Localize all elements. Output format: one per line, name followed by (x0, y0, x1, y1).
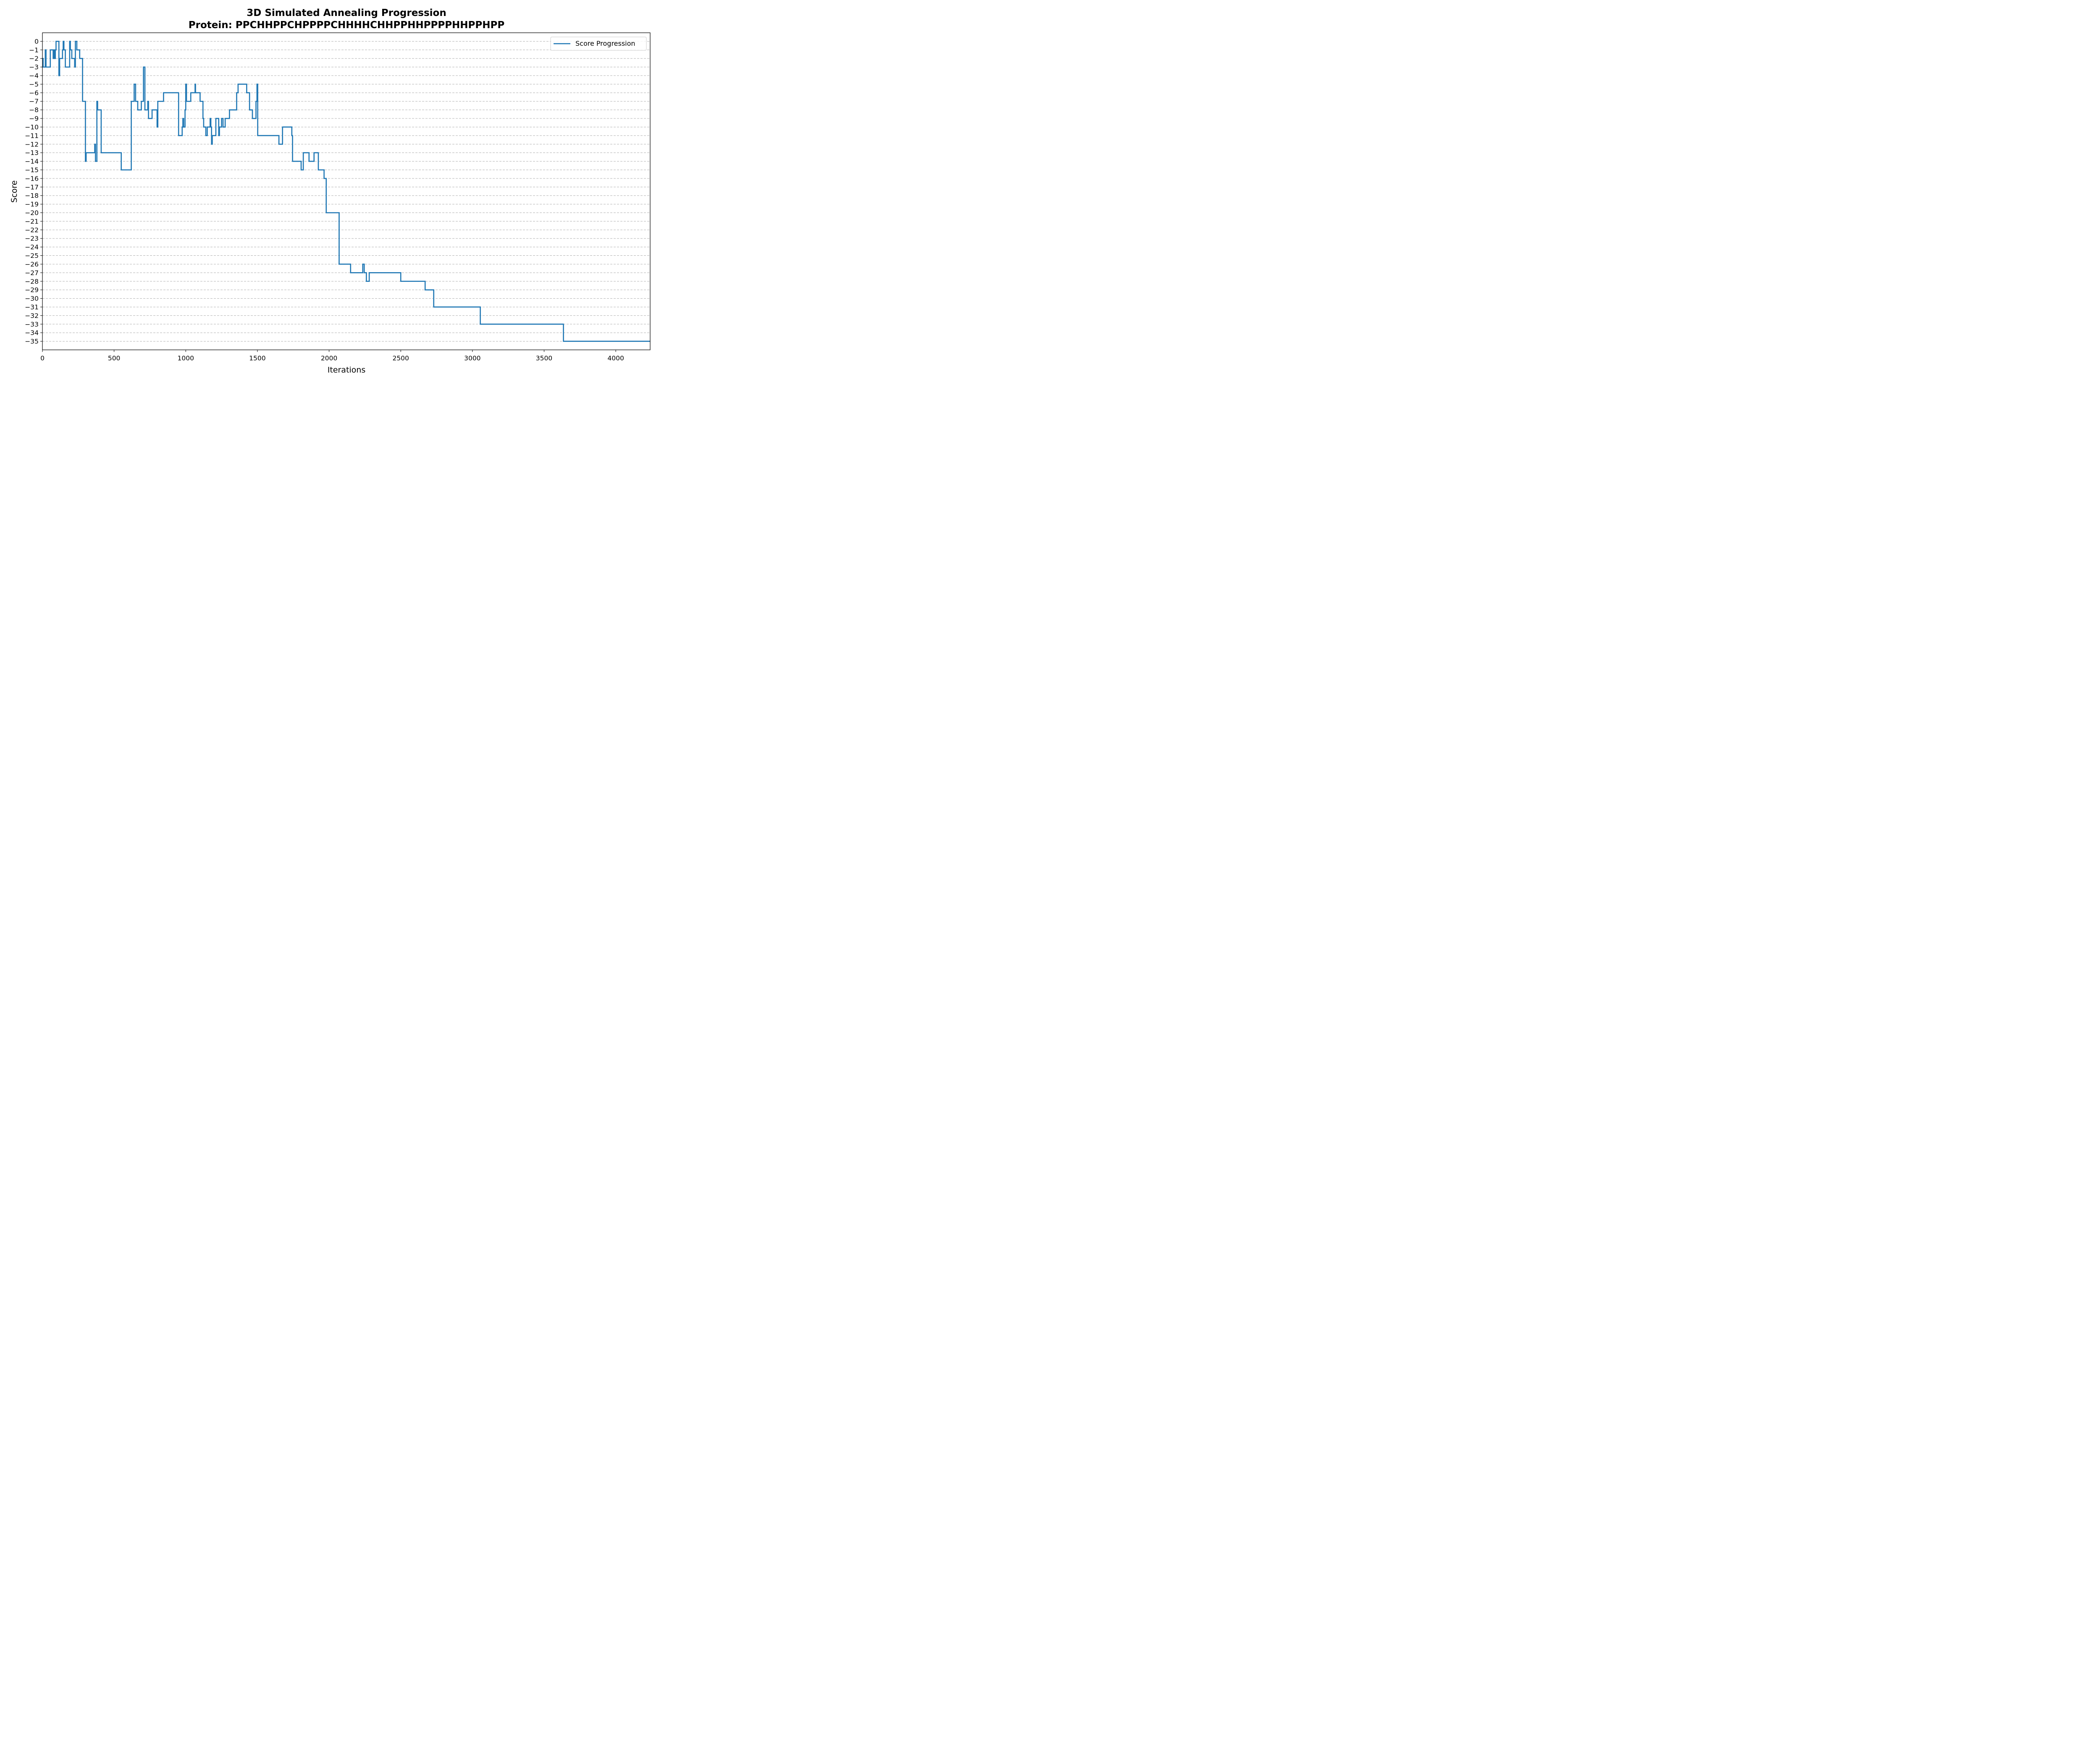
legend: Score Progression (550, 37, 647, 51)
y-tick-label: −11 (25, 132, 39, 139)
y-tick-label: −12 (25, 141, 39, 148)
plot-frame (42, 32, 651, 350)
x-tick-label: 500 (108, 354, 121, 362)
y-tick-label: −9 (29, 115, 39, 123)
x-tick-label: 3500 (536, 354, 552, 362)
chart-title: 3D Simulated Annealing Progression (247, 8, 446, 18)
x-axis-ticks: 0 500 1000 1500 2000 2500 3000 3500 4000 (40, 350, 624, 362)
y-tick-label: −24 (25, 244, 39, 251)
y-tick-label: −13 (25, 149, 39, 157)
y-tick-label: −34 (25, 329, 39, 337)
y-tick-label: −23 (25, 235, 39, 242)
x-tick-label: 2500 (392, 354, 409, 362)
chart-figure: 3D Simulated Annealing Progression Prote… (10, 8, 651, 375)
y-tick-label: −33 (25, 320, 39, 328)
y-tick-label: −29 (25, 286, 39, 294)
y-tick-label: −17 (25, 184, 39, 191)
y-tick-label: −21 (25, 218, 39, 225)
y-tick-label: −10 (25, 123, 39, 131)
x-tick-label: 3000 (464, 354, 480, 362)
y-tick-label: −30 (25, 295, 39, 302)
grid-lines (42, 41, 650, 342)
series-layer (42, 41, 650, 342)
y-axis-ticks: 0−1−2−3−4−5−6−7−8−9−10−11 −12−13−14−15−16… (25, 38, 42, 345)
y-tick-label: −32 (25, 312, 39, 320)
y-tick-label: −6 (29, 89, 39, 97)
y-tick-label: −18 (25, 192, 39, 200)
x-tick-label: 1000 (178, 354, 194, 362)
x-axis-label: Iterations (328, 365, 366, 375)
y-tick-label: −7 (29, 98, 39, 105)
y-tick-label: −14 (25, 158, 39, 165)
y-tick-label: −28 (25, 278, 39, 285)
y-tick-label: 0 (34, 38, 39, 45)
y-tick-label: −25 (25, 252, 39, 260)
y-tick-label: −20 (25, 209, 39, 217)
y-tick-label: −5 (29, 81, 39, 88)
y-tick-label: −31 (25, 303, 39, 311)
y-tick-label: −3 (29, 63, 39, 71)
y-tick-label: −27 (25, 269, 39, 277)
y-tick-label: −1 (29, 46, 39, 54)
y-tick-label: −2 (29, 55, 39, 63)
legend-box (550, 37, 647, 51)
x-tick-label: 0 (40, 354, 45, 362)
y-tick-label: −19 (25, 201, 39, 208)
y-tick-label: −16 (25, 175, 39, 182)
y-tick-label: −22 (25, 226, 39, 234)
x-tick-label: 2000 (321, 354, 337, 362)
y-tick-label: −4 (29, 72, 39, 80)
chart-subtitle: Protein: PPCHHPPCHPPPPCHHHHCHHPPHHPPPPHH… (189, 20, 505, 31)
y-tick-label: −26 (25, 260, 39, 268)
legend-label: Score Progression (575, 39, 635, 47)
series-line-score-progression (42, 41, 650, 342)
x-tick-label: 4000 (607, 354, 624, 362)
y-tick-label: −8 (29, 106, 39, 114)
y-tick-label: −15 (25, 166, 39, 174)
y-axis-label: Score (10, 180, 19, 202)
y-tick-label: −35 (25, 338, 39, 345)
x-tick-label: 1500 (249, 354, 265, 362)
